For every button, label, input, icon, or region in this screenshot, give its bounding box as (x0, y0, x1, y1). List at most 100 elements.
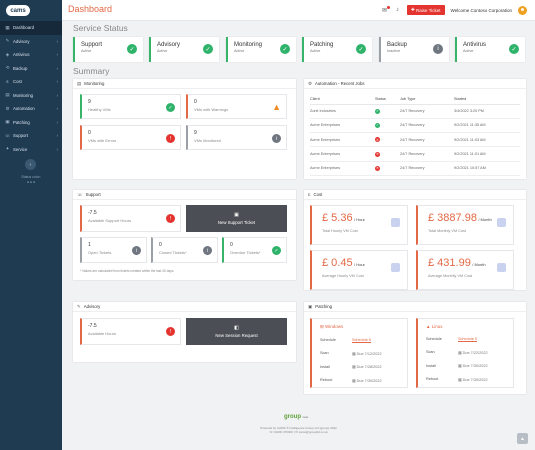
service-status-title: Service Status (73, 23, 128, 33)
table-row[interactable]: Acme Enterprises ✕ 24/7 Recovery 9/2/2021 1… (310, 132, 520, 148)
sidebar-item-automation[interactable]: ⚙ Automation › (0, 102, 62, 116)
available-support-hours-card[interactable]: -7.5 Available Support Hours ! (80, 205, 181, 232)
sidebar-item-dashboard[interactable]: ▦ Dashboard (0, 21, 62, 35)
vms-monitored-card[interactable]: 9 VMs Monitored i (186, 125, 287, 150)
calendar-icon: ▦ (458, 364, 463, 369)
service-card-patching[interactable]: Patching Active ✓ (302, 37, 372, 62)
service-card-monitoring[interactable]: Monitoring Active ✓ (226, 37, 296, 62)
table-row[interactable]: Acme Enterprises ✕ 24/7 Recovery 9/2/2021 1… (310, 161, 520, 176)
metric-value: 0 (88, 130, 91, 136)
chevron-right-icon: › (56, 133, 59, 139)
error-icon: ✕ (375, 165, 380, 171)
sidebar-item-monitoring[interactable]: ▤ Monitoring › (0, 89, 62, 103)
cost-card[interactable]: £ 5.36 / Hour Total Hourly VM Cost (310, 205, 408, 245)
service-card-advisory[interactable]: Advisory Active ✓ (149, 37, 219, 62)
new-session-request-button[interactable]: ◧ New Session Request (186, 318, 287, 345)
chevron-right-icon: › (56, 92, 59, 98)
cost-period: / Month (478, 217, 492, 222)
service-name: Antivirus (463, 42, 487, 48)
schedule-link[interactable]: Schedule 5 (458, 336, 477, 341)
linux-icon: ▲ (426, 324, 432, 329)
vms-errors-card[interactable]: 0 VMs with Errors ! (80, 125, 181, 150)
open-tickets-card[interactable]: 1 Open Tickets i (80, 237, 147, 263)
service-icon: ✦ (5, 146, 10, 152)
monitoring-title: Monitoring (84, 81, 105, 86)
error-icon: ! (166, 214, 175, 223)
monitoring-icon: ▤ (77, 80, 82, 86)
sidebar-item-patching[interactable]: ▣ Patching › (0, 116, 62, 130)
check-icon: ✓ (127, 44, 137, 54)
vms-warnings-card[interactable]: 0 VMs with Warnings ▲ (186, 94, 287, 119)
job-type: 24/7 Recovery (400, 118, 454, 134)
advisory-title: Advisory (83, 304, 101, 309)
new-support-ticket-button[interactable]: ▣ New Support Ticket (186, 205, 287, 232)
sidebar-status-dots: ● ● ● (26, 180, 36, 184)
schedule-link[interactable]: Schedule 6 (352, 337, 371, 342)
job-started: 9/2/2021 11:35 AM (454, 118, 520, 134)
job-started: 3/4/2022 3:20 PM (454, 104, 520, 119)
table-row[interactable]: Zonit Industries ✓ 24/7 Recovery 3/4/2022 3… (310, 104, 520, 119)
scan-date: Due 7/12/2022 (356, 351, 382, 356)
info-icon: i (272, 134, 281, 143)
cost-period: / Hour (353, 217, 365, 222)
check-icon: ✓ (203, 44, 213, 54)
column-header: Status (375, 95, 400, 105)
table-row[interactable]: Acme Enterprises ✕ 24/7 Recovery 9/2/2021 1… (310, 146, 520, 162)
sidebar-item-label: Service (13, 146, 28, 152)
raise-ticket-button[interactable]: ✚ Raise Ticket (407, 5, 445, 15)
bell-icon[interactable]: ♪ (396, 7, 399, 13)
cost-label: Total Monthly VM Cost (428, 229, 466, 233)
check-icon: ✓ (375, 108, 380, 114)
footer-contact[interactable]: ☏ 01000 470000 | ✉ cams@groupltd.co.uk (269, 430, 328, 434)
reboot-label: Reboot (320, 378, 333, 383)
cost-card[interactable]: £ 0.45 / Hour Average Hourly VM Cost (310, 250, 408, 290)
closed-tickets-card[interactable]: 0 Closed Tickets* i (151, 237, 218, 263)
support-icon: ☏ (77, 191, 83, 197)
service-name: Advisory (157, 42, 181, 48)
chevron-right-icon: › (56, 119, 59, 125)
avatar[interactable]: ☻ (518, 5, 527, 15)
sidebar-item-label: Monitoring (13, 92, 34, 98)
welcome-text: Welcome Contoso Corporation (450, 7, 512, 13)
service-card-support[interactable]: Support Active ✓ (73, 37, 143, 62)
dashboard-icon: ▦ (5, 24, 10, 30)
job-started: 9/2/2021 10:57 AM (454, 161, 520, 176)
service-status: Active (234, 49, 245, 53)
metric-label: Healthy VMs (88, 107, 111, 112)
error-icon: ✕ (375, 137, 380, 143)
coins-icon (391, 263, 400, 272)
metric-label: VMs with Errors (88, 138, 117, 143)
cost-card[interactable]: £ 431.99 / Month Average Monthly VM Cost (416, 250, 514, 290)
sidebar-item-support[interactable]: ☏ Support › (0, 129, 62, 143)
install-label: Install (320, 364, 330, 369)
advisory-hours-card[interactable]: -7.5 Available Hours ! (80, 318, 181, 345)
error-icon: ! (166, 327, 175, 336)
cost-card[interactable]: £ 3887.98 / Month Total Monthly VM Cost (416, 205, 514, 245)
info-icon: i (203, 246, 212, 255)
service-card-antivirus[interactable]: Antivirus Active ✓ (455, 37, 525, 62)
service-status: Active (157, 49, 168, 53)
sidebar-item-advisory[interactable]: ✎ Advisory › (0, 35, 62, 49)
service-card-backup[interactable]: Backup Inactive i (379, 37, 449, 62)
sidebar-item-service[interactable]: ✦ Service › (0, 143, 62, 157)
table-row[interactable]: Acme Enterprises ✓ 24/7 Recovery 9/2/2021 1… (310, 118, 520, 134)
collapse-sidebar-button[interactable]: ‹ (25, 159, 36, 170)
cost-icon: £ (6, 79, 9, 85)
healthy-vms-card[interactable]: 9 Healthy VMs ✓ (80, 94, 181, 119)
overdue-tickets-card[interactable]: 0 Overdue Tickets* ✓ (222, 237, 287, 263)
sidebar-item-antivirus[interactable]: ◈ Antivirus › (0, 48, 62, 62)
scroll-to-top-button[interactable]: ▲ (517, 433, 528, 444)
windows-title: Windows (325, 324, 344, 329)
advisory-icon: ✎ (5, 38, 10, 44)
check-icon: ✓ (375, 122, 380, 128)
sidebar-item-backup[interactable]: ⟲ Backup › (0, 62, 62, 76)
check-icon: ✓ (509, 44, 519, 54)
cost-label: Average Monthly VM Cost (428, 274, 473, 278)
new-session-request-label: New Session Request (215, 333, 258, 338)
job-type: 24/7 Recovery (400, 104, 454, 119)
notifications-icon[interactable]: ✉ (381, 5, 390, 14)
footer-logo: group new (284, 414, 308, 420)
logo[interactable]: cams (0, 0, 62, 21)
service-status: Inactive (387, 49, 401, 53)
sidebar-item-cost[interactable]: £ Cost › (0, 75, 62, 89)
